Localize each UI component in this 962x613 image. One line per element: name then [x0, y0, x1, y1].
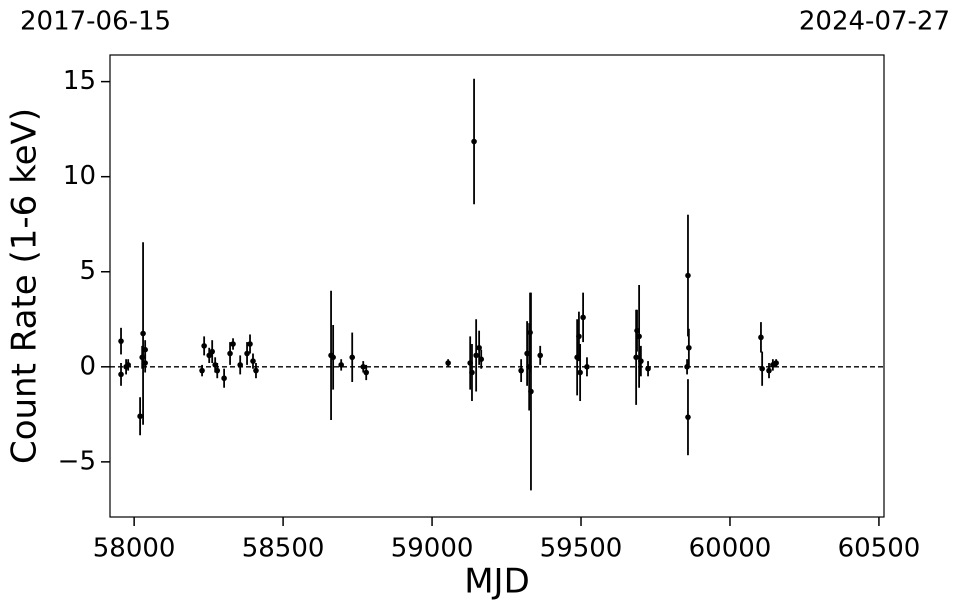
data-point — [227, 350, 233, 357]
data-point — [645, 365, 651, 372]
data-point — [237, 362, 243, 368]
data-point — [330, 354, 336, 361]
data-point — [636, 333, 642, 340]
data-point — [633, 354, 639, 361]
data-point — [250, 358, 256, 364]
data-point — [118, 338, 124, 344]
y-tick-label: 15 — [63, 66, 96, 96]
data-point — [142, 346, 148, 353]
data-point — [518, 367, 524, 374]
data-point — [244, 350, 250, 357]
data-point — [253, 367, 259, 374]
data-point — [580, 314, 586, 321]
data-point — [528, 388, 534, 395]
data-point — [201, 343, 207, 349]
data-point — [206, 352, 213, 359]
data-point — [214, 367, 221, 374]
y-tick-label: −5 — [58, 446, 96, 476]
data-point — [221, 375, 227, 382]
data-point — [349, 354, 356, 361]
x-tick-label: 60000 — [689, 534, 772, 564]
data-point — [137, 413, 143, 420]
data-point — [209, 348, 215, 355]
data-point — [363, 369, 370, 376]
x-tick-label: 58500 — [242, 534, 325, 564]
data-point — [758, 334, 764, 341]
data-point — [338, 362, 344, 368]
x-tick-label: 60500 — [838, 534, 921, 564]
data-point — [759, 365, 765, 372]
data-point — [537, 352, 543, 359]
data-point — [476, 344, 482, 351]
data-point — [685, 272, 691, 279]
y-tick-label: 0 — [79, 351, 96, 381]
data-point — [471, 138, 477, 145]
y-tick-label: 10 — [63, 161, 96, 191]
data-point — [445, 360, 451, 366]
x-tick-label: 59000 — [391, 534, 474, 564]
data-point — [247, 341, 253, 347]
data-point — [469, 369, 475, 376]
data-point — [773, 360, 779, 366]
y-axis-label: Count Rate (1-6 keV) — [5, 108, 45, 464]
data-point — [584, 364, 590, 370]
x-tick-label: 59500 — [540, 534, 623, 564]
data-point — [230, 341, 236, 347]
plot-frame — [109, 54, 885, 518]
data-point — [140, 330, 146, 337]
data-point — [638, 358, 644, 364]
data-point — [473, 352, 479, 359]
date-end: 2024-07-27 — [799, 7, 950, 37]
data-point — [577, 369, 583, 376]
data-point — [478, 356, 485, 362]
data-point — [686, 344, 692, 351]
date-start: 2017-06-15 — [20, 7, 171, 37]
x-tick-label: 58000 — [93, 534, 176, 564]
data-point — [766, 367, 772, 374]
data-point — [118, 371, 124, 378]
data-point — [199, 367, 205, 374]
data-point — [142, 360, 148, 366]
data-point — [360, 364, 367, 370]
x-axis-label: MJD — [464, 562, 530, 602]
data-point — [125, 362, 131, 368]
data-point — [576, 333, 582, 340]
y-tick-label: 5 — [79, 256, 96, 286]
data-point — [685, 414, 691, 420]
